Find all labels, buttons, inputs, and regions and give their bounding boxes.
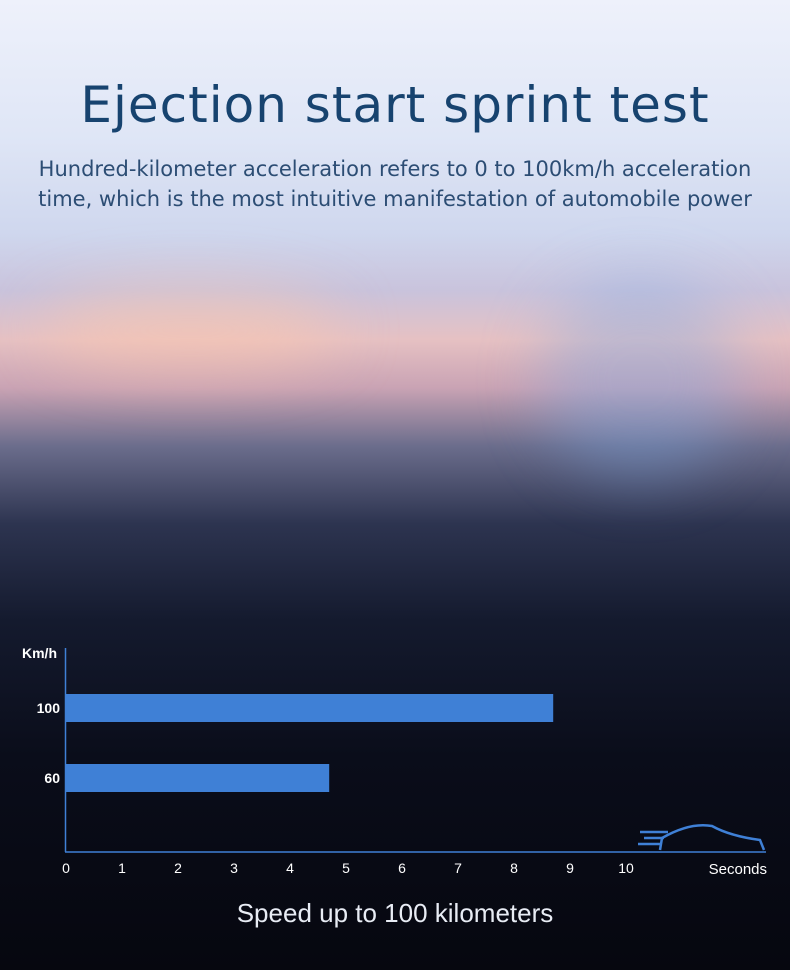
subtitle-line: time, which is the most intuitive manife… — [38, 187, 752, 211]
x-tick-label: 6 — [398, 860, 406, 876]
x-tick-label: 2 — [174, 860, 182, 876]
car-speed-icon — [638, 824, 766, 851]
x-tick-label: 3 — [230, 860, 238, 876]
y-tick-label: 60 — [44, 770, 60, 786]
y-axis-label: Km/h — [22, 645, 57, 661]
chart-caption: Speed up to 100 kilometers — [236, 898, 554, 928]
page-title: Ejection start sprint test — [80, 76, 710, 134]
bar-60 — [66, 764, 330, 792]
x-tick-label: 9 — [566, 860, 574, 876]
page-subtitle: Hundred-kilometer acceleration refers to… — [0, 154, 790, 214]
x-tick-label: 10 — [618, 860, 634, 876]
subtitle-line: Hundred-kilometer acceleration refers to… — [38, 157, 752, 181]
x-tick-label: 8 — [510, 860, 518, 876]
y-tick-label: 100 — [37, 700, 61, 716]
x-tick-label: 4 — [286, 860, 294, 876]
x-axis-label: Seconds — [709, 861, 767, 878]
background-light — [540, 280, 740, 480]
background-light — [40, 290, 340, 370]
x-tick-label: 7 — [454, 860, 462, 876]
x-tick-label: 5 — [342, 860, 350, 876]
bar-100 — [66, 694, 554, 722]
x-tick-label: 0 — [62, 860, 70, 876]
x-tick-label: 1 — [118, 860, 126, 876]
